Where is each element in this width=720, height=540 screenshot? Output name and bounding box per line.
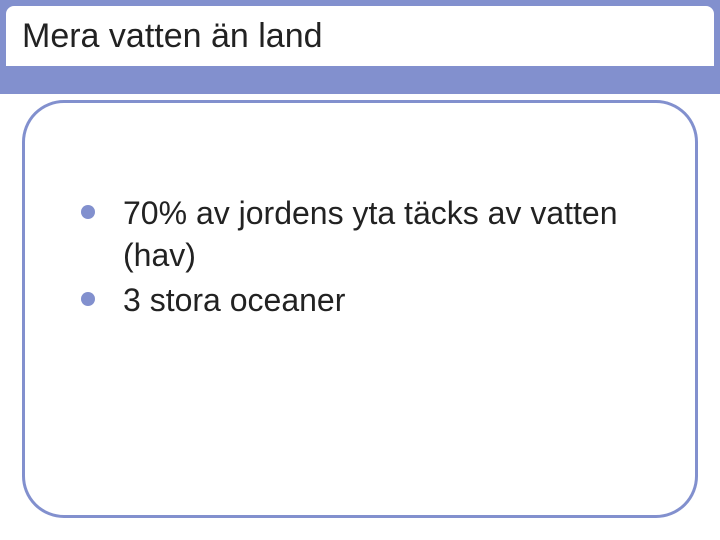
bullet-text: 70% av jordens yta täcks av vatten (hav) [123, 195, 617, 273]
list-item: 3 stora oceaner [75, 280, 645, 322]
bullet-list: 70% av jordens yta täcks av vatten (hav)… [75, 193, 645, 322]
bullet-icon [81, 205, 95, 219]
slide-title: Mera vatten än land [22, 17, 323, 56]
bullet-text: 3 stora oceaner [123, 282, 345, 318]
content-frame: 70% av jordens yta täcks av vatten (hav)… [22, 100, 698, 518]
list-item: 70% av jordens yta täcks av vatten (hav) [75, 193, 645, 276]
title-inner-panel: Mera vatten än land [6, 6, 714, 66]
bullet-icon [81, 292, 95, 306]
title-bar: Mera vatten än land [0, 0, 720, 94]
